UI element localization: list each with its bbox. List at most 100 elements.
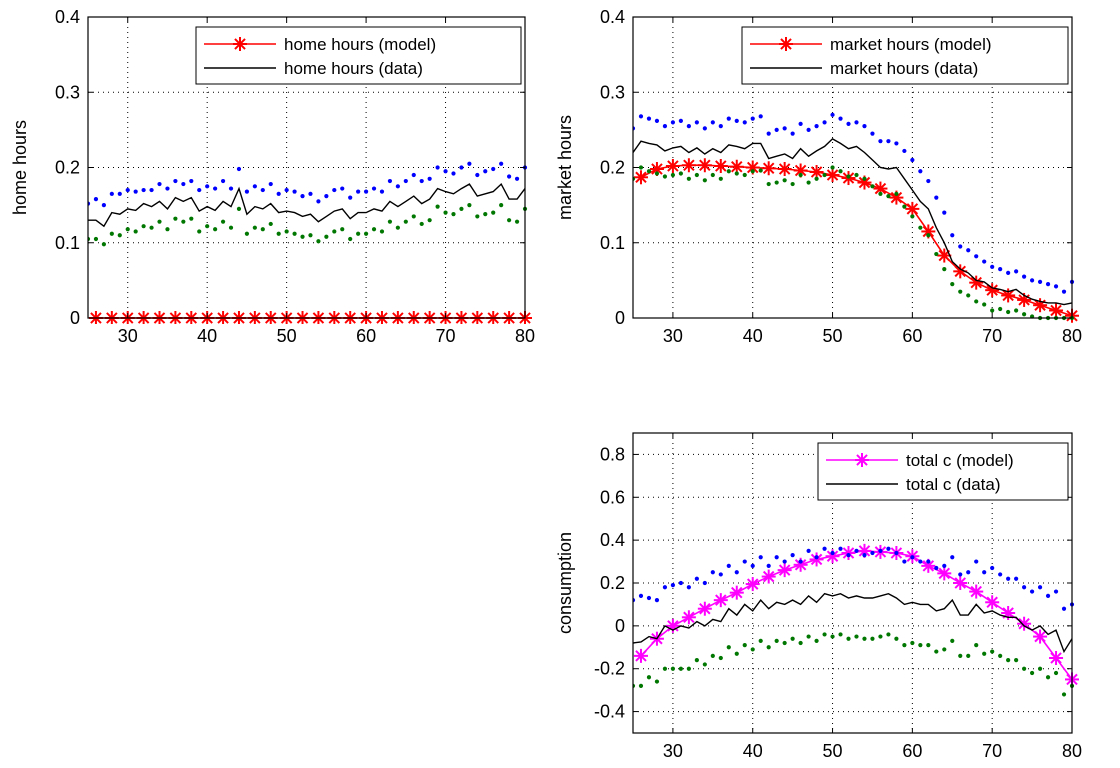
data-dot (966, 248, 971, 253)
data-dot (846, 174, 851, 179)
data-dot (902, 148, 907, 154)
chart-panel-market: 30 40 50 60 70 80 0 0.1 0.2 0.3 0.4 market hours mar… (555, 7, 1082, 346)
x-tick-label: 50 (823, 326, 843, 346)
legend-box (741, 26, 1069, 85)
data-dot (638, 683, 644, 688)
data-dot (758, 555, 763, 560)
data-dot (205, 184, 210, 189)
x-tick-label: 30 (663, 741, 683, 761)
data-dot (918, 559, 923, 564)
data-dot (1045, 675, 1051, 680)
data-dot (822, 120, 827, 125)
data-dot (806, 634, 811, 639)
data-dot (284, 229, 289, 234)
data-dot (109, 191, 114, 196)
data-dot (942, 563, 947, 568)
data-dot (782, 559, 787, 564)
data-dot (236, 206, 242, 211)
x-tick-label: 70 (982, 741, 1002, 761)
data-dot (822, 172, 827, 178)
data-dot (427, 218, 432, 223)
data-point-star (905, 201, 920, 216)
y-tick-label: 0.3 (55, 82, 80, 102)
data-dot (854, 548, 859, 553)
data-point-star (841, 546, 856, 560)
legend-entry-label: home hours (model) (284, 35, 436, 54)
data-dot (742, 172, 747, 178)
legend-entry-label: market hours (data) (830, 59, 978, 78)
data-dot (782, 126, 787, 131)
data-dot (886, 546, 891, 551)
chart-panel-consumption: 30 40 50 60 70 80 -0.4 -0.2 0 0.2 0.4 0.6 0.8 consump… (555, 432, 1082, 761)
data-point-star (1001, 288, 1016, 303)
data-dot (443, 169, 448, 174)
data-dot (467, 161, 472, 166)
series-consumption-1-line (633, 592, 1073, 654)
data-dot (702, 662, 707, 667)
data-dot (379, 229, 385, 234)
data-dot (252, 184, 257, 189)
data-point-star (953, 264, 968, 279)
y-tick-label: 0.2 (600, 573, 625, 593)
data-dot (654, 598, 660, 603)
data-dot (316, 239, 321, 244)
data-dot (419, 221, 424, 227)
data-dot (998, 653, 1003, 658)
data-dot (220, 219, 226, 224)
data-dot (678, 580, 683, 586)
data-dot (702, 126, 707, 131)
y-tick-label: 0.4 (600, 7, 625, 27)
data-dot (300, 234, 305, 239)
data-dot (1014, 308, 1019, 313)
data-dot (862, 553, 867, 558)
data-dot (750, 169, 755, 174)
data-dot (173, 216, 178, 221)
data-dot (379, 189, 385, 194)
data-dot (507, 174, 512, 179)
data-dot (101, 242, 106, 247)
data-dot (133, 229, 138, 234)
data-dot (726, 563, 731, 568)
y-tick-label: 0.4 (600, 530, 625, 550)
data-dot (718, 176, 723, 181)
data-dot (1014, 269, 1019, 274)
y-tick-label: 0.4 (55, 7, 80, 27)
data-dot (475, 214, 480, 219)
data-dot (403, 219, 408, 224)
x-tick-label: 60 (902, 326, 922, 346)
data-dot (268, 181, 273, 187)
data-dot (902, 643, 907, 648)
data-point-star (809, 165, 824, 180)
data-dot (934, 251, 939, 257)
data-point-star (985, 595, 1000, 610)
data-dot (467, 203, 472, 208)
data-dot (475, 172, 480, 178)
legend-box (195, 26, 522, 85)
data-dot (998, 306, 1003, 312)
data-point-star (1049, 651, 1064, 665)
data-dot (702, 178, 707, 183)
data-dot (694, 120, 699, 125)
data-point-star (681, 158, 696, 173)
data-dot (1022, 312, 1027, 317)
data-dot (910, 640, 915, 646)
y-axis-label: market hours (555, 115, 575, 220)
data-dot (654, 171, 660, 176)
data-dot (276, 191, 281, 196)
data-dot (958, 653, 963, 658)
data-dot (910, 555, 915, 560)
data-dot (846, 121, 851, 126)
data-dot (710, 653, 715, 658)
data-dot (894, 636, 899, 641)
data-dot (371, 186, 377, 191)
data-dot (814, 124, 819, 129)
data-dot (646, 595, 652, 601)
data-dot (220, 178, 226, 184)
data-dot (710, 120, 715, 125)
data-dot (1037, 666, 1043, 671)
data-dot (678, 666, 683, 671)
data-dot (878, 634, 883, 639)
data-dot (514, 219, 520, 224)
data-dot (950, 233, 955, 238)
data-dot (324, 234, 329, 239)
